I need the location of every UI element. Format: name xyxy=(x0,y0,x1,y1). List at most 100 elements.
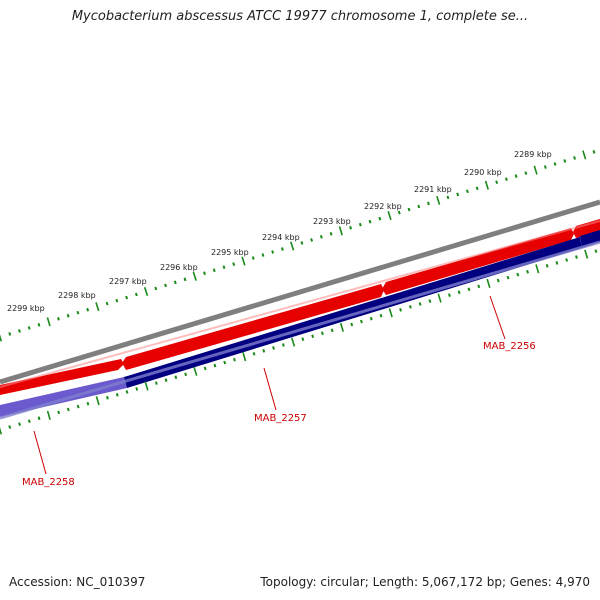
ruler-outer-major-tick xyxy=(387,211,392,221)
ruler-inner-minor-tick xyxy=(223,360,227,365)
ruler-inner-minor-tick xyxy=(565,258,569,262)
ruler-inner-minor-tick xyxy=(174,375,178,380)
ruler-inner-minor-tick xyxy=(262,349,266,353)
ruler-inner-ticks xyxy=(0,249,598,435)
genome-summary-text: Topology: circular; Length: 5,067,172 bp… xyxy=(260,575,590,589)
gene-arrow-mab-2258[interactable] xyxy=(0,377,127,417)
ruler-outer-minor-tick xyxy=(310,238,314,242)
gene-arrow-mab-2257[interactable] xyxy=(124,237,582,388)
backbone-track xyxy=(0,199,600,385)
ruler-inner-minor-tick xyxy=(360,319,363,324)
ruler-outer-minor-tick xyxy=(397,210,401,215)
gene-label-mab-2256[interactable]: MAB_2256 xyxy=(483,341,536,352)
ruler-inner-minor-tick xyxy=(213,363,217,368)
ruler-outer-minor-tick xyxy=(222,265,226,270)
ruler-inner-minor-tick xyxy=(399,308,402,312)
ruler-outer-ticks xyxy=(0,149,596,342)
ruler-inner-major-tick xyxy=(437,293,442,303)
ruler-outer-minor-tick xyxy=(203,271,206,276)
ruler-inner-major-tick xyxy=(339,322,344,332)
ruler-inner-minor-tick xyxy=(379,313,383,318)
ruler-inner-major-tick xyxy=(584,249,589,259)
ruler-outer-minor-tick xyxy=(27,326,31,330)
ruler-inner-minor-tick xyxy=(203,366,207,371)
ruler-inner-minor-tick xyxy=(164,378,168,382)
ruler-inner-minor-tick xyxy=(37,416,41,421)
ruler-inner-minor-tick xyxy=(526,269,529,274)
ruler-outer-major-tick xyxy=(582,150,587,160)
ruler-outer-minor-tick xyxy=(378,216,382,221)
ruler-label-2296: 2296 kbp xyxy=(160,263,198,272)
ruler-inner-minor-tick xyxy=(76,404,80,409)
ruler-inner-major-tick xyxy=(0,427,3,435)
ruler-outer-minor-tick xyxy=(563,159,567,163)
ruler-inner-minor-tick xyxy=(125,390,129,394)
ruler-outer-major-tick xyxy=(0,334,3,342)
ruler-outer-major-tick xyxy=(338,226,343,236)
ruler-outer-minor-tick xyxy=(475,186,479,191)
ruler-outer-minor-tick xyxy=(543,165,547,169)
ruler-inner-minor-tick xyxy=(369,316,373,321)
ruler-outer-minor-tick xyxy=(66,313,70,318)
ruler-inner-minor-tick xyxy=(457,290,461,295)
gene-arrow-mab-2256-forward[interactable] xyxy=(382,228,574,295)
ruler-outer-minor-tick xyxy=(358,222,362,227)
ruler-outer-minor-tick xyxy=(349,225,352,230)
gene-label-mab-2258[interactable]: MAB_2258 xyxy=(22,477,75,488)
ruler-outer-minor-tick xyxy=(154,286,158,291)
ruler-outer-minor-tick xyxy=(251,256,255,260)
ruler-label-2289: 2289 kbp xyxy=(514,150,552,159)
ruler-outer-minor-tick xyxy=(553,162,557,166)
map-title: Mycobacterium abscessus ATCC 19977 chrom… xyxy=(71,9,529,24)
ruler-outer-minor-tick xyxy=(183,277,187,282)
reverse-strand-track xyxy=(0,230,600,420)
ruler-outer-minor-tick xyxy=(115,298,119,303)
gene-label-group-mab-2256: MAB_2256 xyxy=(483,295,536,352)
gene-arrow-left-forward[interactable] xyxy=(0,359,124,395)
ruler-outer-major-tick xyxy=(192,271,197,281)
ruler-outer-minor-tick xyxy=(524,171,528,175)
ruler-outer-minor-tick xyxy=(446,195,450,200)
ruler-inner-minor-tick xyxy=(106,395,109,400)
ruler-inner-minor-tick xyxy=(281,343,285,347)
gene-arrow-mab-2257-forward[interactable] xyxy=(122,284,384,370)
ruler-inner-minor-tick xyxy=(477,284,481,289)
ruler-outer-minor-tick xyxy=(329,231,333,236)
ruler-outer-minor-tick xyxy=(300,241,304,245)
ruler-inner-minor-tick xyxy=(330,328,334,333)
ruler-inner-major-tick xyxy=(535,264,540,274)
ruler-outer-major-tick xyxy=(241,256,246,266)
ruler-outer-major-tick xyxy=(290,241,295,251)
ruler-outer-major-tick xyxy=(46,317,51,327)
ruler-label-2290: 2290 kbp xyxy=(464,168,502,177)
forward-strand-track xyxy=(0,219,600,395)
ruler-inner-major-tick xyxy=(242,352,247,362)
ruler-outer-major-tick xyxy=(436,195,441,205)
ruler-inner-minor-tick xyxy=(115,393,119,397)
ruler-inner-minor-tick xyxy=(594,249,598,253)
ruler-outer-minor-tick xyxy=(504,177,508,182)
ruler-inner-major-tick xyxy=(46,410,51,420)
ruler-outer-minor-tick xyxy=(105,301,109,306)
ruler-outer-minor-tick xyxy=(319,235,323,239)
ruler-outer-minor-tick xyxy=(261,253,265,257)
ruler-outer-minor-tick xyxy=(417,204,421,209)
ruler-label-2299: 2299 kbp xyxy=(7,304,45,313)
gene-label-group-mab-2258: MAB_2258 xyxy=(22,430,75,488)
ruler-inner-minor-tick xyxy=(545,264,549,268)
ruler-inner-minor-tick xyxy=(516,272,520,277)
ruler-inner-minor-tick xyxy=(8,425,12,429)
ruler-outer-minor-tick xyxy=(407,207,411,212)
callout-line-mab-2257 xyxy=(263,367,277,411)
ruler-outer-major-tick xyxy=(95,302,100,312)
ruler-inner-major-tick xyxy=(291,337,296,347)
ruler-inner-minor-tick xyxy=(135,387,139,391)
ruler-inner-minor-tick xyxy=(233,357,236,362)
callout-line-mab-2258 xyxy=(33,430,47,475)
ruler-inner-minor-tick xyxy=(57,410,61,415)
ruler-label-2297: 2297 kbp xyxy=(109,277,147,286)
ruler-inner-major-tick xyxy=(486,278,491,289)
ruler-inner-minor-tick xyxy=(428,299,432,303)
gene-label-mab-2257[interactable]: MAB_2257 xyxy=(254,413,307,424)
ruler-inner-minor-tick xyxy=(506,275,510,280)
